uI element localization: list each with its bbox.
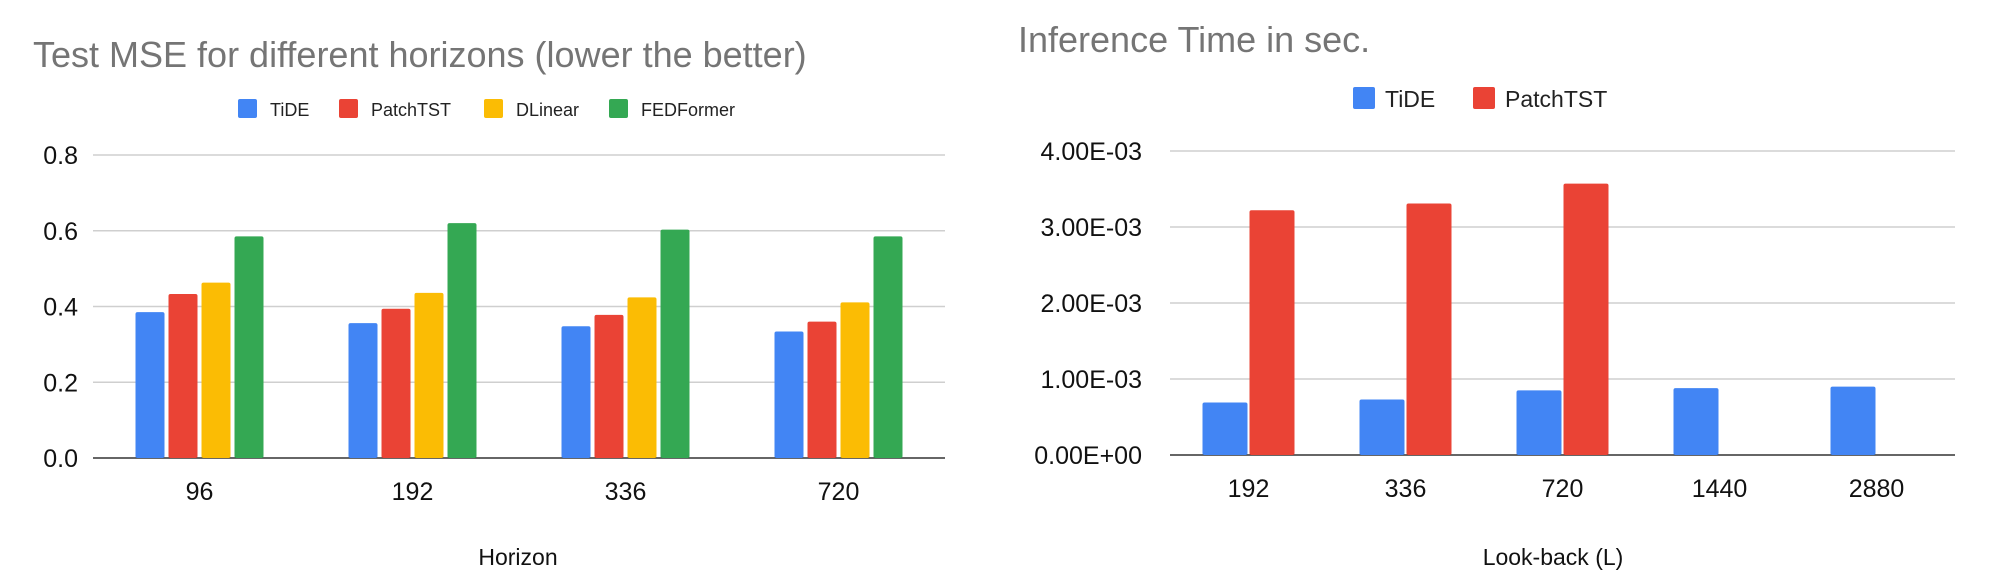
bar-patchtst-336	[594, 314, 624, 458]
inference-bars	[1202, 183, 1876, 455]
bar-patchtst-192	[1249, 210, 1295, 455]
mse-y-ticks: 0.0 0.2 0.4 0.6 0.8	[43, 142, 78, 473]
legend-swatch-patchtst-right	[1473, 87, 1495, 109]
bar-tide-336	[1359, 399, 1405, 455]
y-tick-label: 0.4	[43, 294, 78, 322]
legend-swatch-tide-right	[1353, 87, 1375, 109]
y-tick-label: 0.6	[43, 218, 78, 246]
bar-dlinear-720	[840, 302, 870, 458]
bar-tide-720	[774, 331, 804, 458]
bar-fedformer-96	[234, 236, 264, 458]
x-tick-label: 336	[605, 478, 647, 506]
inference-chart-title: Inference Time in sec.	[1018, 19, 1370, 60]
inference-chart: Inference Time in sec. TiDE PatchTST 0.0…	[1018, 19, 1955, 570]
bar-tide-192	[348, 323, 378, 458]
bar-tide-2880	[1830, 386, 1876, 455]
bar-dlinear-192	[414, 292, 444, 458]
inference-y-ticks: 0.00E+00 1.00E-03 2.00E-03 3.00E-03 4.00E-03	[1034, 138, 1142, 470]
y-tick-label: 4.00E-03	[1041, 138, 1142, 166]
mse-chart-title: Test MSE for different horizons (lower t…	[33, 34, 807, 75]
y-tick-label: 3.00E-03	[1041, 214, 1142, 242]
y-tick-label: 0.8	[43, 142, 78, 170]
mse-legend: TiDE PatchTST DLinear FEDFormer	[238, 99, 735, 120]
x-tick-label: 336	[1385, 475, 1427, 503]
bar-patchtst-720	[807, 321, 837, 458]
bar-patchtst-96	[168, 294, 198, 458]
legend-label-tide: TiDE	[270, 100, 309, 120]
bar-tide-1440	[1673, 388, 1719, 455]
inference-gridlines	[1170, 150, 1955, 456]
x-tick-label: 720	[1542, 475, 1584, 503]
bar-tide-96	[135, 312, 165, 458]
inference-x-axis-title: Look-back (L)	[1483, 544, 1624, 570]
bar-fedformer-720	[873, 236, 903, 458]
x-tick-label: 720	[818, 478, 860, 506]
legend-swatch-fedformer	[609, 99, 628, 118]
inference-x-ticks: 192 336 720 1440 2880	[1228, 475, 1905, 503]
bar-patchtst-336	[1406, 203, 1452, 455]
legend-swatch-tide	[238, 99, 257, 118]
legend-label-tide-right: TiDE	[1385, 86, 1435, 112]
x-tick-label: 192	[1228, 475, 1270, 503]
bar-fedformer-192	[447, 223, 477, 458]
bar-tide-720	[1516, 390, 1562, 455]
legend-label-patchtst-right: PatchTST	[1505, 86, 1607, 112]
mse-bars	[135, 223, 903, 458]
legend-label-fedformer: FEDFormer	[641, 100, 735, 120]
bar-tide-336	[561, 326, 591, 458]
y-tick-label: 1.00E-03	[1041, 366, 1142, 394]
bar-patchtst-192	[381, 308, 411, 458]
y-tick-label: 2.00E-03	[1041, 290, 1142, 318]
inference-legend: TiDE PatchTST	[1353, 86, 1607, 112]
legend-swatch-patchtst	[339, 99, 358, 118]
bar-dlinear-336	[627, 297, 657, 458]
y-tick-label: 0.2	[43, 369, 78, 397]
x-tick-label: 1440	[1692, 475, 1748, 503]
x-tick-label: 2880	[1849, 475, 1905, 503]
bar-patchtst-720	[1563, 183, 1609, 455]
mse-x-ticks: 96 192 336 720	[186, 478, 860, 506]
legend-label-dlinear: DLinear	[516, 100, 579, 120]
bar-dlinear-96	[201, 282, 231, 458]
legend-label-patchtst: PatchTST	[371, 100, 451, 120]
mse-x-axis-title: Horizon	[478, 544, 557, 570]
legend-swatch-dlinear	[484, 99, 503, 118]
y-tick-label: 0.00E+00	[1034, 442, 1142, 470]
x-tick-label: 96	[186, 478, 214, 506]
y-tick-label: 0.0	[43, 445, 78, 473]
mse-chart: Test MSE for different horizons (lower t…	[33, 34, 945, 570]
bar-fedformer-336	[660, 229, 690, 458]
x-tick-label: 192	[392, 478, 434, 506]
bar-tide-192	[1202, 402, 1248, 455]
